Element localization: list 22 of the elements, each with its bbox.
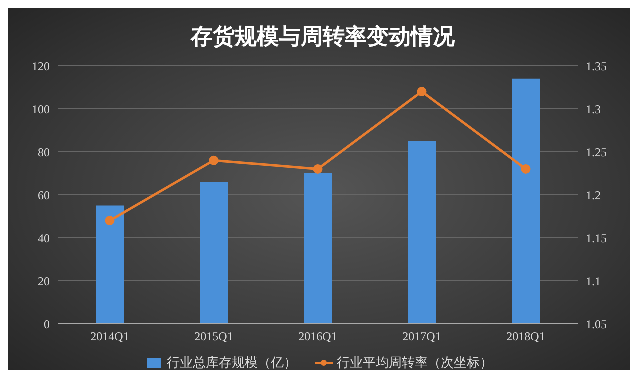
x-tick-label: 2016Q1 [298,330,338,344]
x-tick-label: 2018Q1 [506,330,546,344]
y-tick-label: 100 [32,102,50,116]
y-tick-label: 80 [38,145,50,160]
x-tick-label: 2017Q1 [402,330,442,344]
y-tick-label: 60 [38,188,50,202]
y2-tick-label: 1.3 [586,102,601,116]
legend-label: 行业总库存规模（亿） [166,355,297,370]
y2-tick-label: 1.35 [586,59,607,74]
x-tick-label: 2014Q1 [90,330,130,344]
legend-label: 行业平均周转率（次坐标） [336,355,493,370]
y-tick-label: 120 [32,59,50,74]
y2-tick-label: 1.05 [586,317,607,332]
y-tick-label: 20 [38,274,50,288]
chart-title: 存货规模与周转率变动情况 [190,24,456,52]
y2-tick-label: 1.15 [586,231,607,246]
y-tick-label: 40 [38,231,50,246]
y2-tick-label: 1.25 [586,145,607,160]
y-tick-label: 0 [44,317,50,332]
x-tick-label: 2015Q1 [194,330,234,344]
y2-tick-label: 1.1 [586,274,601,288]
y2-tick-label: 1.2 [586,188,601,202]
